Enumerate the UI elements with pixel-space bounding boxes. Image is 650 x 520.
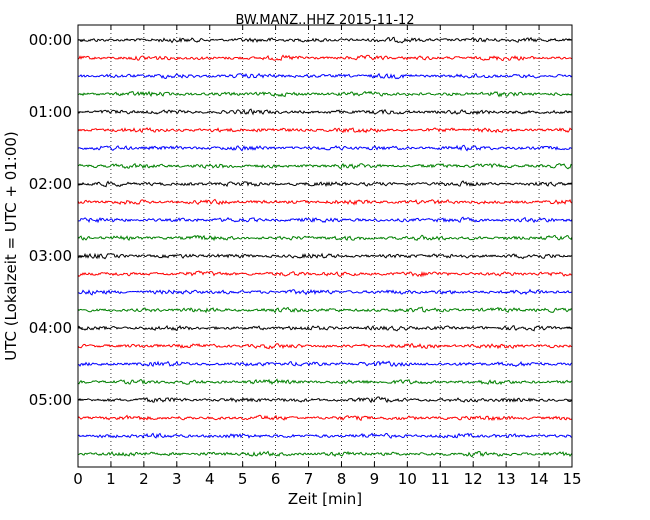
plot-frame — [77, 24, 573, 468]
trace-20 — [77, 396, 573, 404]
x-tick-label-5: 5 — [238, 470, 248, 488]
y-tick-label-5: 05:00 — [29, 391, 72, 409]
x-tick-label-0: 0 — [73, 470, 83, 488]
y-tick-label-0: 00:00 — [29, 31, 72, 49]
trace-2 — [77, 72, 573, 80]
x-axis-ticks: 0 1 2 3 4 5 6 7 8 9 10 11 12 13 14 15 — [73, 25, 582, 488]
trace-11 — [77, 234, 573, 242]
trace-8 — [77, 180, 573, 188]
x-tick-label-7: 7 — [304, 470, 314, 488]
x-tick-label-6: 6 — [271, 470, 281, 488]
trace-14 — [77, 288, 573, 296]
trace-21 — [77, 414, 573, 422]
chart-title: BW.MANZ..HHZ 2015-11-12 — [235, 13, 414, 28]
trace-17 — [77, 342, 573, 350]
trace-6 — [77, 144, 573, 152]
x-tick-label-14: 14 — [530, 470, 549, 488]
trace-18 — [77, 360, 573, 368]
trace-23 — [77, 450, 573, 458]
x-tick-label-10: 10 — [398, 470, 417, 488]
y-tick-label-3: 03:00 — [29, 247, 72, 265]
grid-lines — [110, 25, 540, 467]
x-tick-label-12: 12 — [464, 470, 483, 488]
seismogram-traces — [77, 36, 573, 458]
trace-13 — [77, 270, 573, 278]
x-axis-label: Zeit [min] — [288, 490, 362, 508]
plot-area-background — [78, 25, 572, 467]
x-tick-label-13: 13 — [497, 470, 516, 488]
trace-5 — [77, 127, 573, 134]
x-tick-label-3: 3 — [172, 470, 182, 488]
trace-0 — [77, 36, 573, 44]
trace-10 — [77, 216, 573, 224]
trace-19 — [77, 378, 573, 386]
y-tick-label-4: 04:00 — [29, 319, 72, 337]
trace-22 — [77, 432, 573, 439]
trace-16 — [77, 324, 573, 332]
y-tick-label-2: 02:00 — [29, 175, 72, 193]
x-tick-label-4: 4 — [205, 470, 215, 488]
x-tick-label-1: 1 — [106, 470, 116, 488]
y-axis-label: UTC (Lokalzeit = UTC + 01:00) — [2, 131, 20, 361]
y-axis-ticks: 00:00 01:00 02:00 03:00 04:00 05:00 — [29, 31, 572, 409]
trace-1 — [77, 54, 573, 62]
trace-9 — [77, 198, 573, 206]
x-tick-label-2: 2 — [139, 470, 149, 488]
trace-4 — [77, 108, 573, 116]
trace-3 — [77, 90, 573, 98]
x-tick-label-15: 15 — [562, 470, 581, 488]
trace-12 — [77, 252, 573, 260]
x-tick-label-8: 8 — [337, 470, 347, 488]
trace-7 — [77, 162, 573, 170]
trace-15 — [77, 306, 573, 314]
x-tick-label-9: 9 — [370, 470, 380, 488]
x-tick-label-11: 11 — [431, 470, 450, 488]
y-tick-label-1: 01:00 — [29, 103, 72, 121]
